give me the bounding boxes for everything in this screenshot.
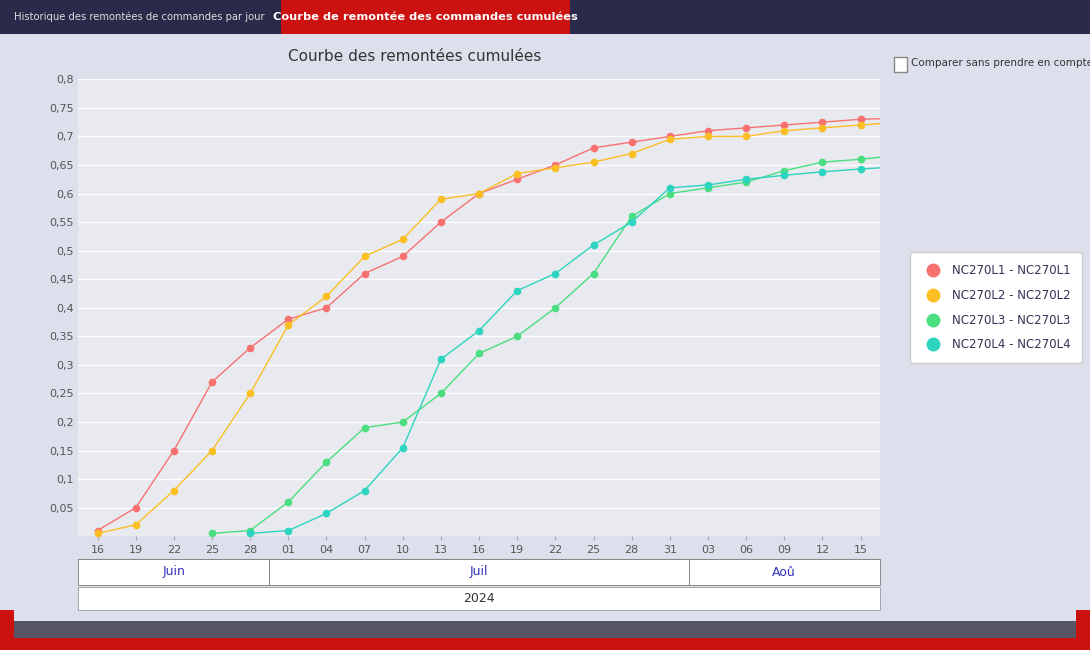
Text: 2024: 2024 xyxy=(463,592,495,604)
Text: Courbe de remontée des commandes cumulées: Courbe de remontée des commandes cumulée… xyxy=(274,12,578,22)
Text: Courbe des remontées cumulées: Courbe des remontées cumulées xyxy=(288,49,542,64)
Text: Juil: Juil xyxy=(470,566,488,578)
Text: Juin: Juin xyxy=(162,566,185,578)
Text: Aoû: Aoû xyxy=(773,566,796,578)
Legend: NC270L1 - NC270L1, NC270L2 - NC270L2, NC270L3 - NC270L3, NC270L4 - NC270L4: NC270L1 - NC270L1, NC270L2 - NC270L2, NC… xyxy=(909,252,1082,363)
Text: Comparer sans prendre en compte les dates: Comparer sans prendre en compte les date… xyxy=(911,58,1090,68)
Text: Historique des remontées de commandes par jour: Historique des remontées de commandes pa… xyxy=(14,12,264,22)
Text: 2024: 2024 xyxy=(463,592,495,604)
